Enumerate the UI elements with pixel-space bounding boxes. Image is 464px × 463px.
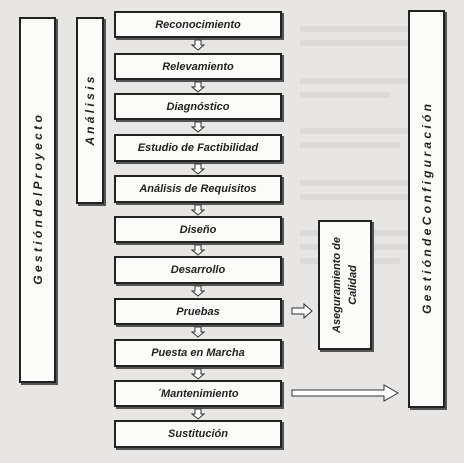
step-label: Reconocimiento	[155, 18, 241, 31]
quality-assurance-panel: Aseguramiento de Calidad	[318, 220, 372, 350]
step-label: Puesta en Marcha	[151, 347, 245, 359]
right-arrow-maintenance-to-configuration	[291, 384, 400, 402]
step-reconocimiento: Reconocimiento	[114, 11, 282, 38]
step-diseno: Diseño	[114, 216, 282, 243]
project-management-panel: G e s t i ó n d e l P r o y e c t o	[19, 17, 56, 383]
right-arrow-pruebas-to-quality	[291, 302, 313, 320]
down-arrow-9	[190, 368, 206, 380]
step-label: Análisis de Requisitos	[139, 183, 257, 195]
step-relevamiento: Relevamiento	[114, 53, 282, 80]
step-label: Desarrollo	[170, 264, 226, 276]
step-estudio-factibilidad: Estudio de Factibilidad	[114, 134, 282, 162]
step-label: Relevamiento	[162, 60, 234, 73]
step-label: Diseño	[179, 223, 217, 236]
step-label: Pruebas	[176, 305, 220, 318]
down-arrow-3	[190, 121, 206, 133]
down-arrow-7	[190, 285, 206, 297]
down-arrow-4	[190, 163, 206, 175]
step-mantenimiento: ´Mantenimiento	[114, 380, 282, 407]
step-pruebas: Pruebas	[114, 298, 282, 325]
down-arrow-2	[190, 81, 206, 93]
down-arrow-5	[190, 204, 206, 216]
step-label: Diagnóstico	[166, 100, 230, 113]
step-desarrollo: Desarrollo	[114, 256, 282, 284]
step-label: Sustitución	[168, 428, 228, 440]
down-arrow-1	[190, 39, 206, 51]
analysis-panel: A n á l i s i s	[76, 17, 104, 204]
step-diagnostico: Diagnóstico	[114, 93, 282, 120]
down-arrow-6	[190, 244, 206, 256]
step-sustitucion: Sustitución	[114, 420, 282, 448]
configuration-management-panel: G e s t i ó n d e C o n f i g u r a c i …	[408, 10, 445, 408]
step-label: Estudio de Factibilidad	[137, 142, 259, 154]
down-arrow-8	[190, 326, 206, 338]
step-puesta-en-marcha: Puesta en Marcha	[114, 339, 282, 367]
down-arrow-10	[190, 408, 206, 420]
step-analisis-requisitos: Análisis de Requisitos	[114, 175, 282, 203]
step-label: ´Mantenimiento	[157, 387, 239, 400]
